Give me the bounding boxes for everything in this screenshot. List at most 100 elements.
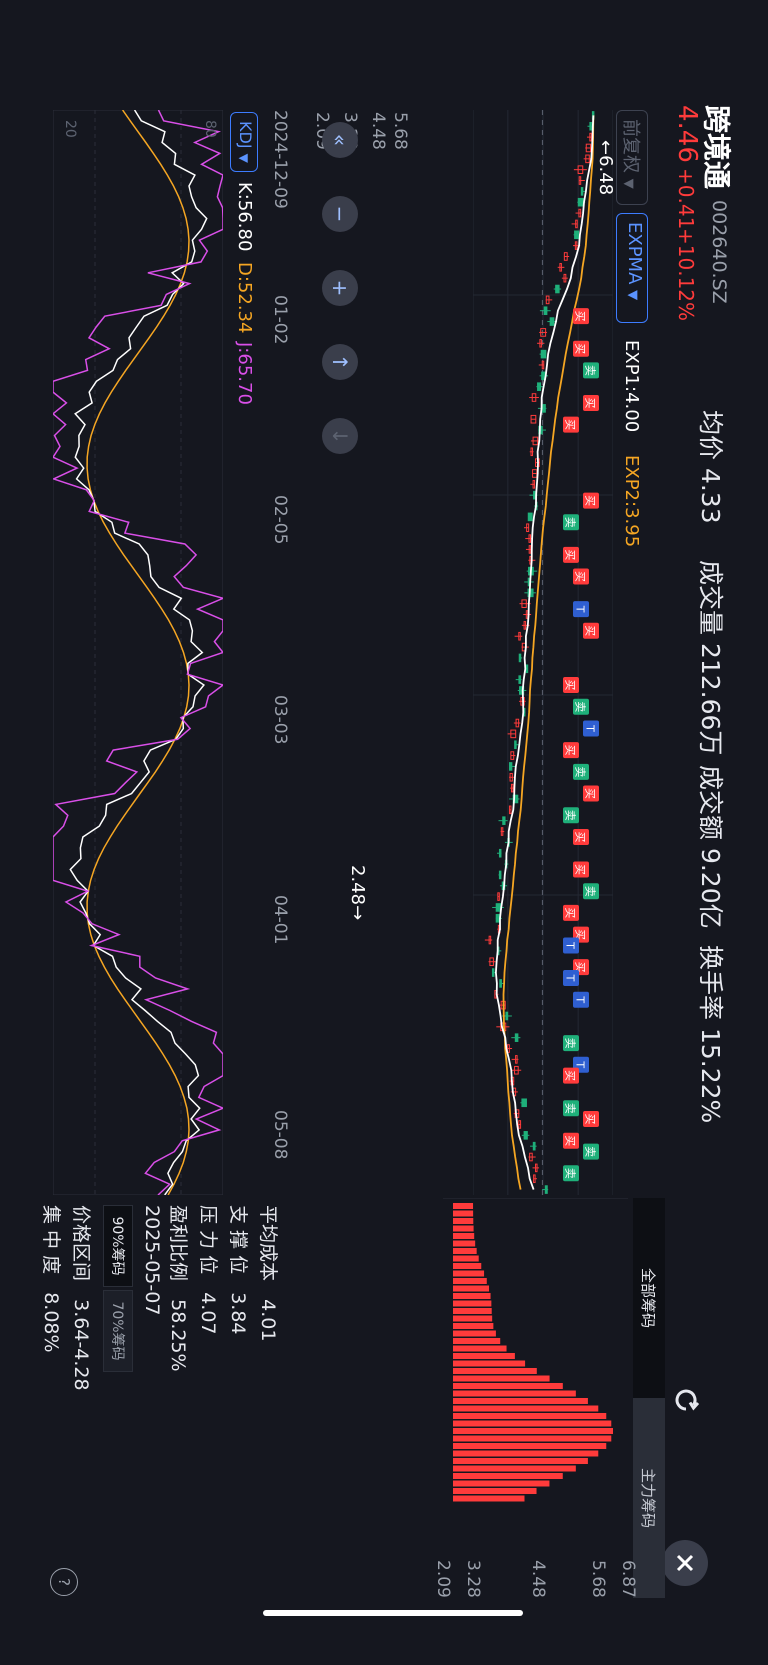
candle-body bbox=[508, 762, 513, 771]
chip-bar bbox=[452, 1300, 492, 1307]
chip-bar bbox=[452, 1323, 494, 1329]
trade-marker-label: 买 bbox=[564, 680, 577, 691]
close-button[interactable] bbox=[662, 1540, 708, 1586]
price-range-row: 价格区间 3.64-4.28 bbox=[69, 1205, 96, 1391]
collapse-button[interactable]: « bbox=[322, 122, 358, 158]
trade-marker-box bbox=[563, 1132, 579, 1149]
chip-bar bbox=[452, 1405, 599, 1412]
candle-body bbox=[580, 187, 584, 196]
trade-marker-label: T bbox=[584, 724, 597, 732]
trade-marker: T bbox=[573, 991, 589, 1008]
kdj-dropdown[interactable]: KDJ ▼ bbox=[230, 112, 258, 172]
chip-bar bbox=[453, 1345, 507, 1352]
trade-marker: 卖 bbox=[563, 1165, 579, 1182]
candle-body bbox=[535, 1163, 538, 1173]
min-price-annotation: 2.48→ bbox=[347, 865, 368, 920]
x-axis-label: 2024-12-09 bbox=[270, 110, 290, 209]
candle-body bbox=[510, 729, 517, 739]
refresh-icon bbox=[675, 1389, 700, 1411]
candle-body bbox=[521, 599, 527, 608]
scroll-down-button[interactable]: ↓ bbox=[322, 418, 358, 454]
candle-body bbox=[543, 306, 548, 316]
chip-date: 2025-05-07 bbox=[141, 1205, 163, 1316]
refresh-button[interactable] bbox=[666, 1380, 706, 1420]
kdj-name: KDJ bbox=[236, 121, 255, 149]
tab-70-chips[interactable]: 70%筹码 bbox=[103, 1290, 133, 1372]
x-axis-label: 02-05 bbox=[270, 495, 290, 545]
candle-body bbox=[502, 816, 506, 825]
chip-bar bbox=[452, 1450, 599, 1457]
support-value: 3.84 bbox=[227, 1292, 249, 1335]
scroll-up-button[interactable]: ↑ bbox=[322, 344, 358, 380]
chip-bar bbox=[453, 1278, 487, 1284]
candle-body bbox=[518, 631, 521, 641]
turnover-amount: 成交额 9.20亿 bbox=[696, 765, 725, 929]
kdj-d-line bbox=[86, 110, 190, 1195]
trade-marker-label: 买 bbox=[564, 1070, 577, 1081]
trade-marker: 买 bbox=[563, 1132, 579, 1149]
candle-body bbox=[488, 935, 492, 945]
chip-bar bbox=[453, 1495, 525, 1502]
arrow-up-icon: ↑ bbox=[328, 353, 352, 371]
y-axis-label: 5.68 bbox=[390, 112, 410, 150]
trade-marker-label: 买 bbox=[584, 1114, 597, 1125]
chip-bar bbox=[453, 1368, 537, 1374]
tab-all-chips[interactable]: 全部筹码 bbox=[633, 1198, 665, 1398]
trade-marker-label: 买 bbox=[584, 788, 597, 799]
candle-body bbox=[529, 1152, 533, 1162]
help-icon: ? bbox=[55, 1578, 73, 1586]
chip-bar bbox=[453, 1480, 550, 1487]
candle-body bbox=[555, 284, 560, 294]
candle-body bbox=[540, 328, 547, 337]
kdj-chart bbox=[53, 110, 223, 1195]
adjust-dropdown[interactable]: 前复权 ▼ bbox=[616, 110, 648, 205]
price-range-label: 价格区间 bbox=[70, 1205, 92, 1282]
chip-bar bbox=[453, 1413, 607, 1419]
double-chevron-icon: « bbox=[328, 133, 352, 147]
trade-marker-box bbox=[563, 742, 579, 759]
price-grid bbox=[473, 110, 613, 1195]
zoom-out-button[interactable]: − bbox=[322, 196, 358, 232]
trade-marker: 买 bbox=[583, 394, 599, 411]
trade-marker: 买 bbox=[563, 416, 579, 433]
chevron-down-icon: ▼ bbox=[625, 290, 640, 301]
kdj-j-legend: J:65.70 bbox=[234, 342, 255, 405]
price-range-value: 3.64-4.28 bbox=[70, 1299, 92, 1391]
indicator-dropdown[interactable]: EXPMA ▼ bbox=[616, 213, 648, 323]
chip-bar bbox=[452, 1420, 612, 1427]
min-suffix: → bbox=[347, 905, 368, 921]
trade-marker-label: 买 bbox=[574, 864, 587, 875]
candle-body bbox=[532, 1141, 536, 1151]
plus-icon: + bbox=[328, 279, 352, 297]
trade-marker-box bbox=[563, 1035, 579, 1052]
zoom-in-button[interactable]: + bbox=[322, 270, 358, 306]
candle-body bbox=[514, 740, 517, 750]
candle-body bbox=[532, 436, 539, 446]
kdj-level-20: 20 bbox=[62, 120, 78, 138]
x-axis-label: 03-03 bbox=[270, 695, 290, 745]
trade-marker-box bbox=[583, 720, 599, 737]
help-button[interactable]: ? bbox=[50, 1568, 78, 1596]
trade-marker: 买 bbox=[583, 492, 599, 509]
candle-body bbox=[500, 827, 504, 836]
candle-body bbox=[509, 772, 513, 782]
price-change: +0.41 bbox=[674, 168, 698, 230]
trade-marker-label: 买 bbox=[574, 571, 587, 582]
profit-label: 盈利比例 bbox=[167, 1205, 189, 1282]
candle-body bbox=[491, 968, 495, 977]
trade-marker-box bbox=[563, 416, 579, 433]
candle-body bbox=[518, 653, 522, 663]
support-row: 支 撑 位 3.84 bbox=[226, 1205, 253, 1335]
chip-bar bbox=[453, 1233, 475, 1239]
candle-body bbox=[510, 783, 514, 793]
candle-body bbox=[531, 393, 537, 402]
trade-marker-box bbox=[583, 622, 599, 639]
candle-body bbox=[523, 621, 527, 630]
support-label: 支 撑 位 bbox=[227, 1205, 249, 1275]
chip-bar bbox=[453, 1263, 482, 1269]
trade-marker: 卖 bbox=[573, 763, 589, 780]
tab-90-chips[interactable]: 90%筹码 bbox=[103, 1205, 133, 1287]
minus-icon: − bbox=[328, 205, 352, 223]
